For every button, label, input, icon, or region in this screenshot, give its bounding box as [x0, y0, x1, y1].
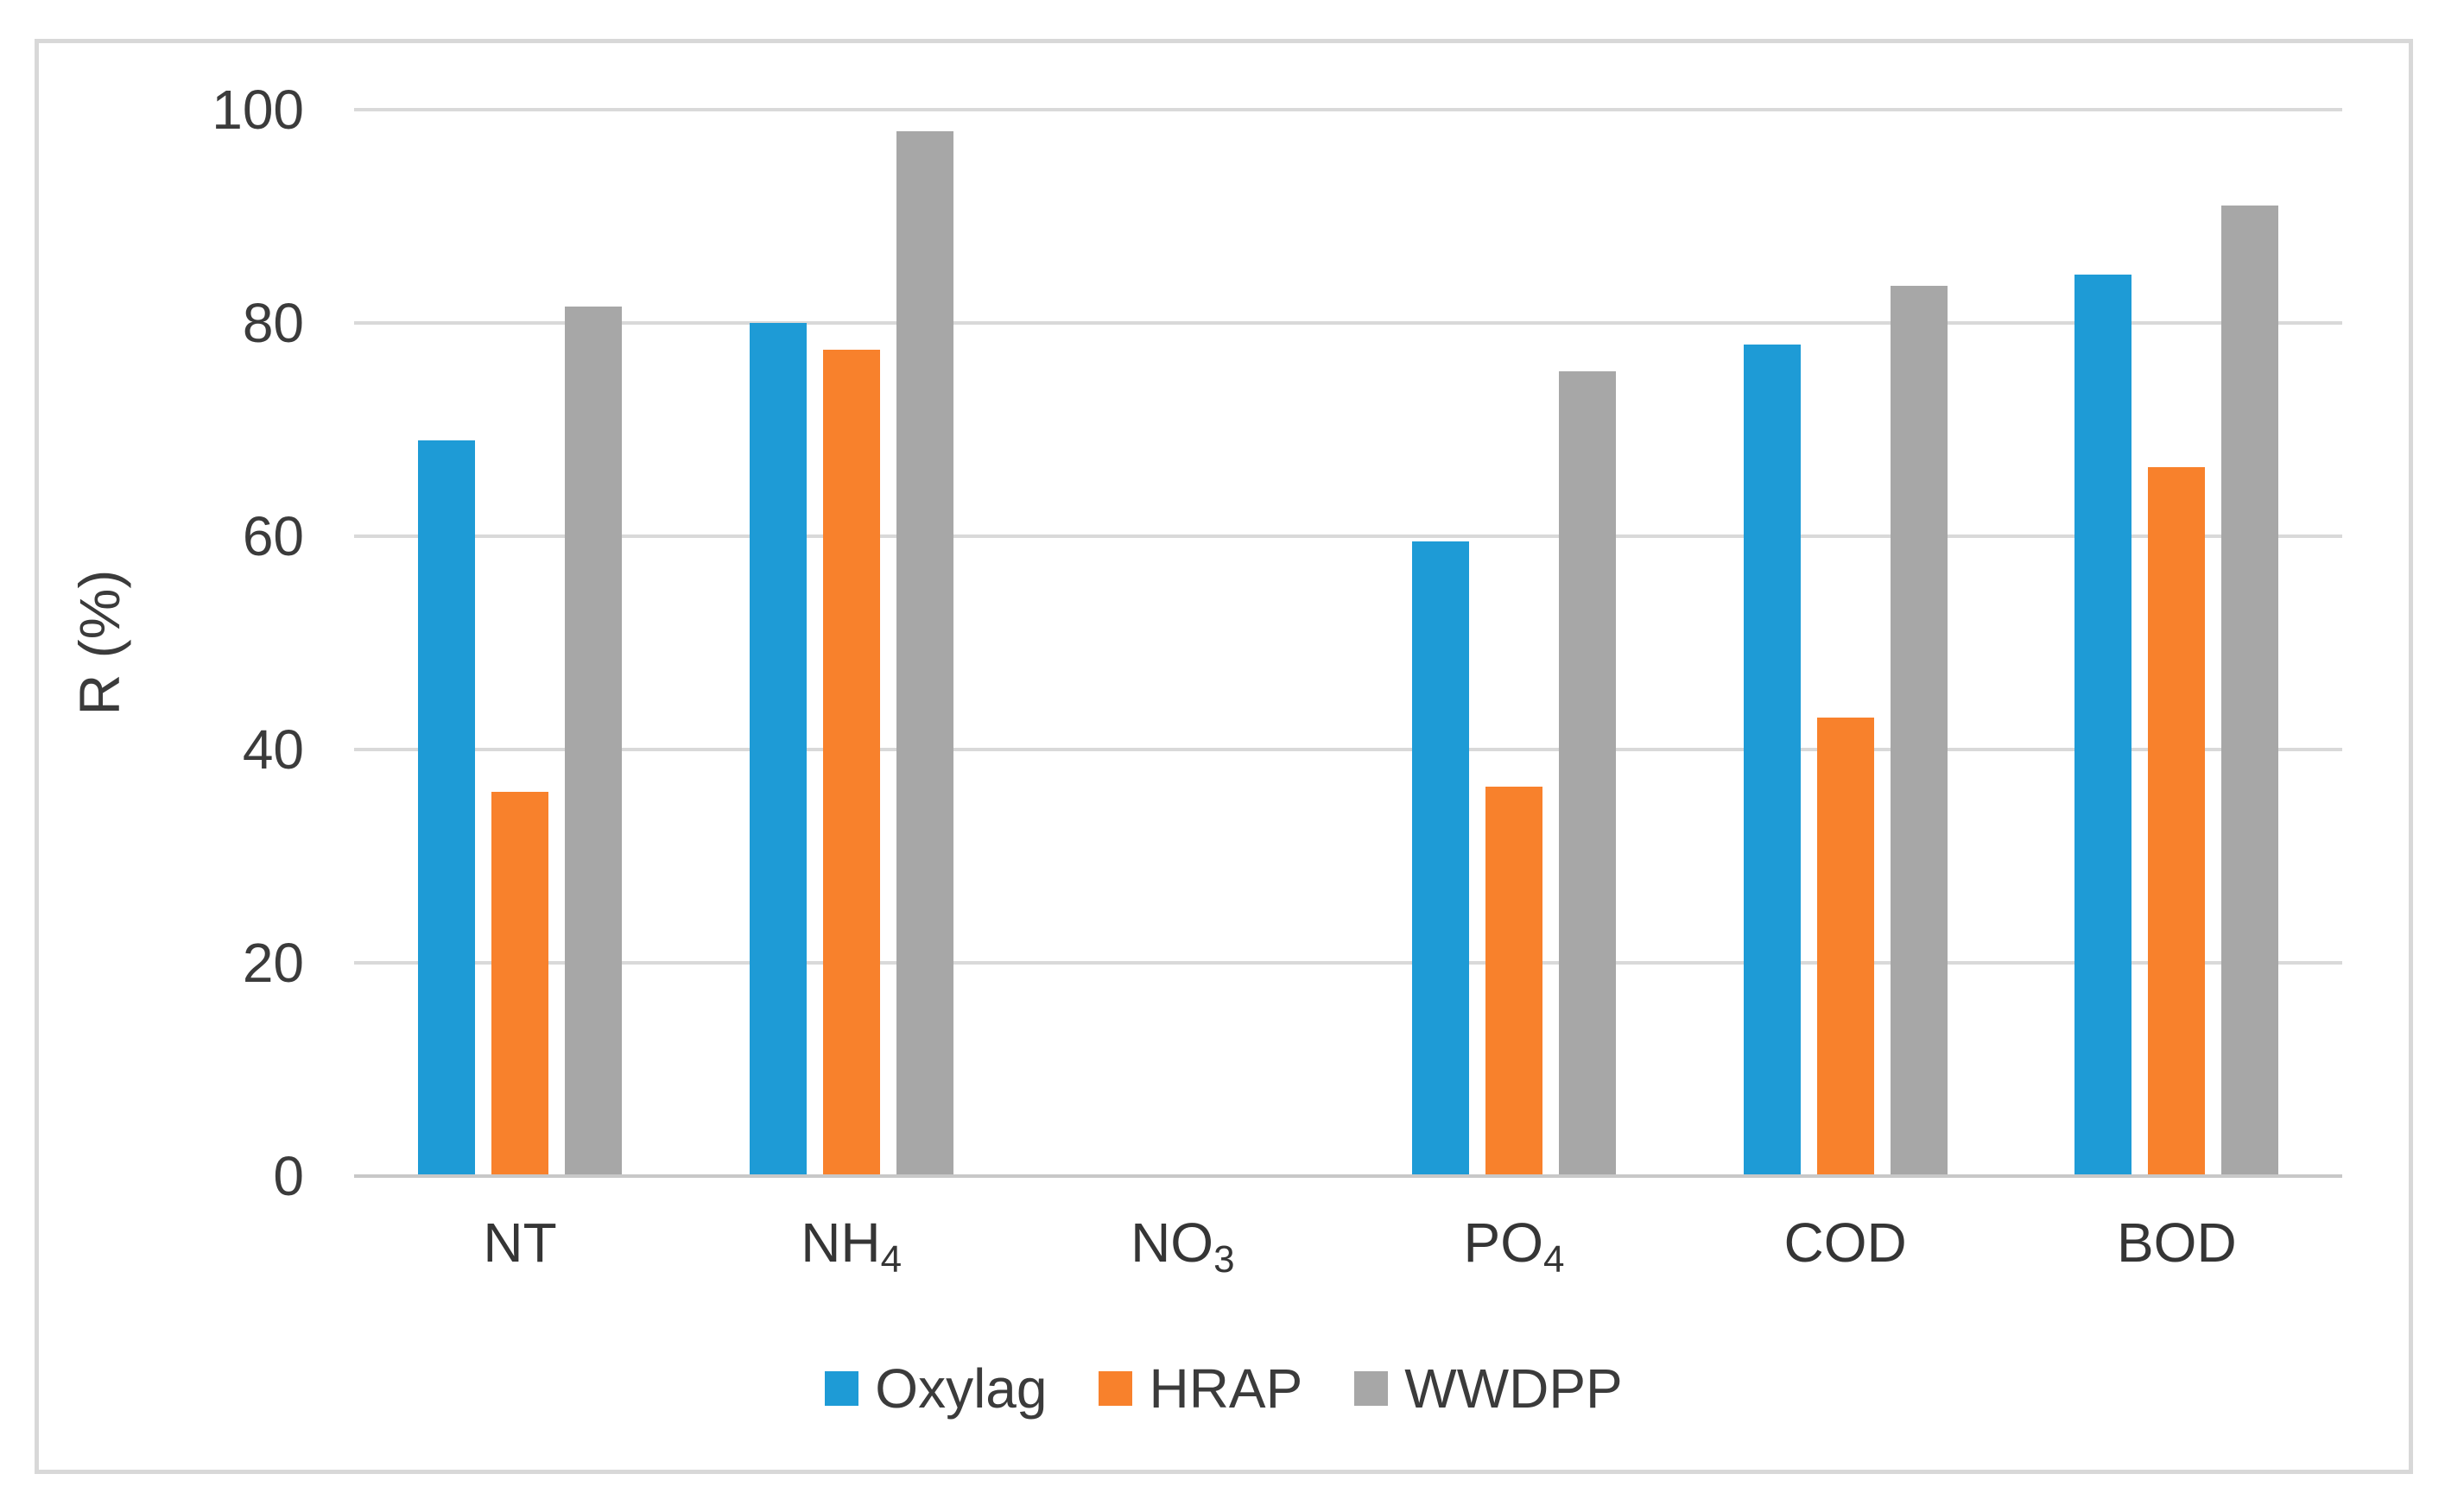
bar-wwdpp-nt — [564, 307, 622, 1176]
bar-oxylag-po4 — [1411, 541, 1469, 1176]
bar-hrap-nh4 — [822, 349, 880, 1176]
bar-hrap-po4 — [1485, 787, 1542, 1176]
y-tick-label-0: 0 — [273, 1145, 304, 1207]
bar-wwdpp-cod — [1890, 285, 1948, 1176]
y-axis-title-text: R (%) — [67, 569, 131, 716]
bar-hrap-nt — [491, 792, 548, 1176]
bar-hrap-cod — [1816, 717, 1874, 1176]
legend-item-oxylag: Oxylag — [825, 1357, 1047, 1420]
x-label-text: BOD — [2116, 1211, 2237, 1274]
x-label-po4: PO4 — [1348, 1211, 1680, 1281]
gridline-100 — [354, 108, 2342, 111]
x-label-subscript: 4 — [1542, 1238, 1565, 1281]
legend-label: WWDPP — [1404, 1357, 1623, 1420]
bar-wwdpp-bod — [2221, 206, 2279, 1176]
legend-swatch-hrap — [1099, 1371, 1133, 1406]
legend-label: Oxylag — [875, 1357, 1048, 1420]
bar-oxylag-nt — [417, 440, 475, 1176]
bar-wwdpp-po4 — [1558, 370, 1616, 1176]
x-label-subscript: 4 — [880, 1238, 903, 1281]
x-label-nh4: NH4 — [686, 1211, 1017, 1281]
legend-item-wwdpp: WWDPP — [1354, 1357, 1623, 1420]
y-tick-label-40: 40 — [242, 718, 304, 781]
legend-swatch-oxylag — [825, 1371, 859, 1406]
legend-label: HRAP — [1149, 1357, 1303, 1420]
x-label-subscript: 3 — [1213, 1238, 1235, 1281]
y-tick-label-100: 100 — [212, 79, 304, 141]
plot-area — [354, 108, 2342, 1178]
legend: Oxylag HRAP WWDPP — [39, 1357, 2409, 1420]
x-label-no3: NO3 — [1017, 1211, 1348, 1281]
x-label-nt: NT — [354, 1212, 686, 1273]
gridline-80 — [354, 321, 2342, 325]
y-tick-label-80: 80 — [242, 292, 304, 354]
x-axis-line — [354, 1174, 2342, 1178]
gridline-40 — [354, 748, 2342, 751]
x-label-text: NO — [1131, 1211, 1214, 1274]
bar-oxylag-cod — [1743, 344, 1801, 1176]
legend-swatch-wwdpp — [1354, 1371, 1389, 1406]
x-label-text: COD — [1783, 1211, 1907, 1274]
y-tick-label-60: 60 — [242, 505, 304, 567]
bar-oxylag-bod — [2074, 275, 2132, 1176]
bar-oxylag-nh4 — [749, 323, 807, 1176]
x-label-cod: COD — [1680, 1212, 2011, 1273]
x-label-text: NT — [483, 1211, 557, 1274]
x-label-text: PO — [1463, 1211, 1543, 1274]
bar-wwdpp-nh4 — [896, 130, 953, 1176]
legend-item-hrap: HRAP — [1099, 1357, 1302, 1420]
x-label-text: NH — [801, 1211, 881, 1274]
bar-hrap-bod — [2148, 466, 2206, 1176]
y-tick-label-20: 20 — [242, 932, 304, 994]
gridline-20 — [354, 961, 2342, 965]
x-label-bod: BOD — [2011, 1212, 2342, 1273]
gridline-60 — [354, 535, 2342, 538]
